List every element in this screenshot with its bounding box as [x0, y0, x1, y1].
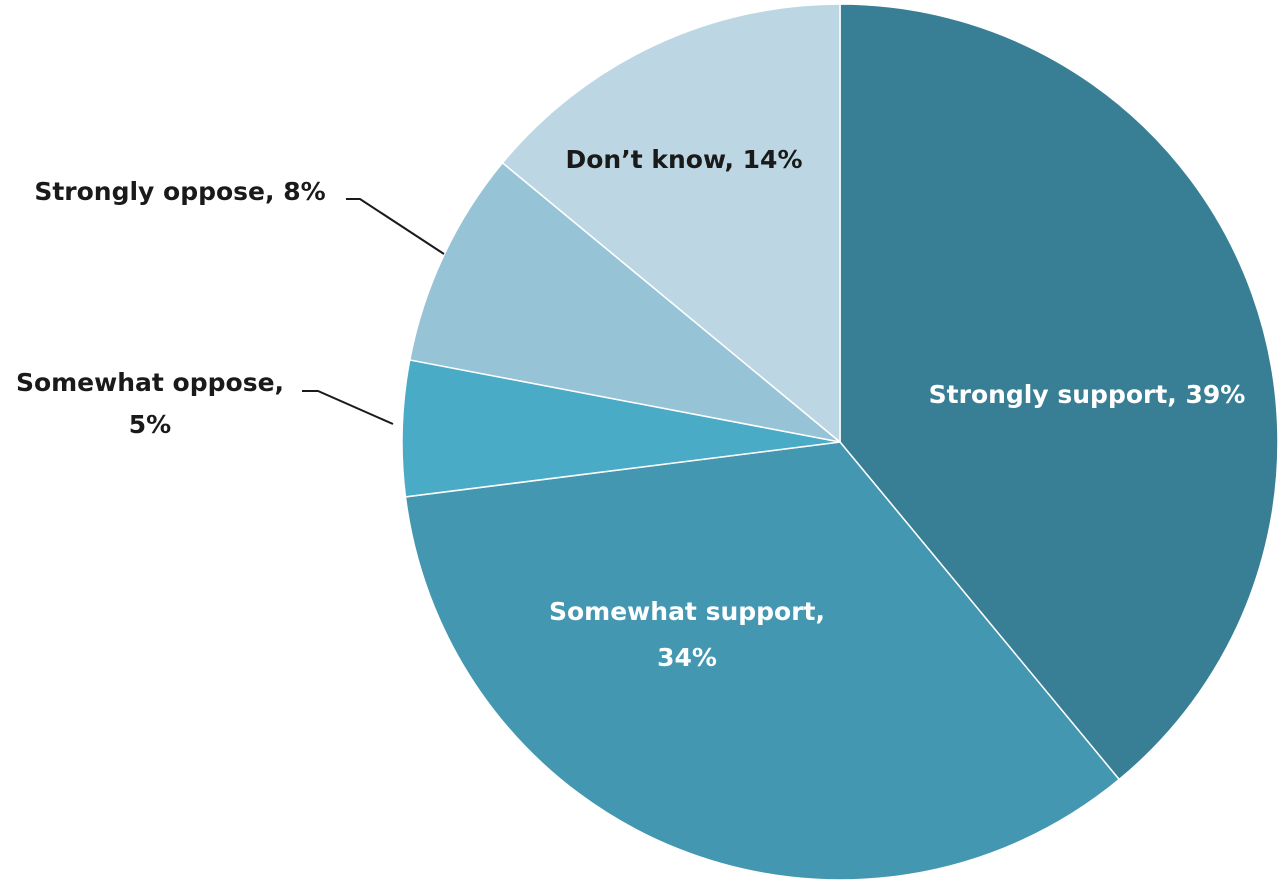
slices-layer — [402, 4, 1278, 880]
slice-label-strongly-support: Strongly support, 39% — [929, 380, 1246, 409]
slice-label-line: 5% — [129, 410, 171, 439]
leader-line-somewhat-oppose — [302, 391, 393, 424]
slice-label-line: 34% — [657, 643, 717, 672]
slice-label-line: Somewhat support, — [549, 597, 825, 626]
slice-label-line: Strongly oppose, 8% — [34, 177, 325, 206]
slice-label-line: Strongly support, 39% — [929, 380, 1246, 409]
slice-label-line: Don’t know, 14% — [565, 145, 802, 174]
slice-label-don-t-know: Don’t know, 14% — [565, 145, 802, 174]
slice-label-somewhat-oppose: Somewhat oppose, 5% — [16, 368, 284, 439]
slice-label-strongly-oppose: Strongly oppose, 8% — [34, 177, 325, 206]
leader-line-strongly-oppose — [346, 199, 444, 254]
slice-label-line: Somewhat oppose, — [16, 368, 284, 397]
